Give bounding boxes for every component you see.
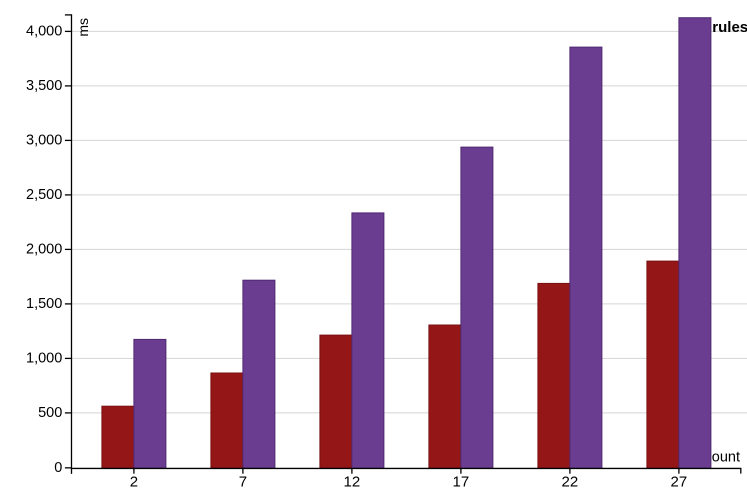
svg-text:7: 7: [239, 474, 247, 491]
svg-text:count: count: [705, 450, 740, 466]
svg-text:1,000: 1,000: [26, 350, 62, 366]
svg-text:rules: rules: [712, 19, 747, 36]
svg-text:4,000: 4,000: [26, 23, 62, 39]
svg-text:12: 12: [344, 474, 361, 491]
svg-text:3,000: 3,000: [26, 132, 62, 148]
svg-text:1,500: 1,500: [26, 296, 62, 312]
svg-text:2,500: 2,500: [26, 187, 62, 203]
svg-text:0: 0: [54, 460, 62, 476]
svg-text:500: 500: [38, 405, 62, 421]
svg-text:22: 22: [562, 474, 579, 491]
svg-text:2: 2: [130, 474, 138, 491]
svg-text:3,500: 3,500: [26, 78, 62, 94]
svg-text:ms: ms: [75, 18, 91, 37]
svg-text:27: 27: [671, 474, 688, 491]
svg-text:17: 17: [453, 474, 470, 491]
svg-text:2,000: 2,000: [26, 241, 62, 257]
